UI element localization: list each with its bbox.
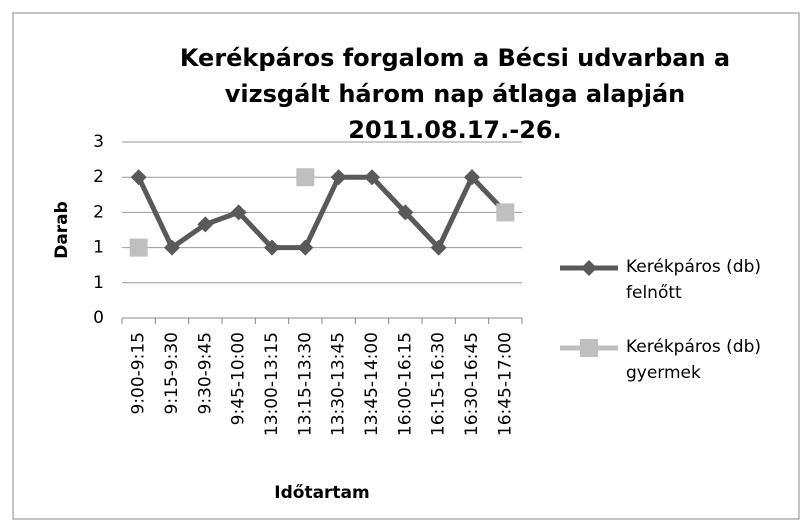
x-tick-label: 9:45-10:00 [229,332,249,425]
point [364,169,380,186]
legend-label: Kerékpáros (db) felnőtt [626,257,762,303]
point [496,203,515,222]
x-tick-label: 16:00-16:15 [395,332,415,436]
x-tick-label: 9:30-9:45 [195,332,215,415]
point [129,238,148,257]
point [296,168,315,187]
y-tick-label: 2 [93,202,104,222]
x-axis-title: Időtartam [274,483,369,503]
legend-marker [580,339,598,357]
point [264,239,280,256]
x-tick-label: 13:45-14:00 [362,332,382,436]
point [297,239,314,256]
y-axis-title: Darab [52,201,72,259]
legend-marker [581,260,597,276]
chart-frame [12,12,800,520]
x-tick-label: 13:30-13:45 [329,332,349,436]
legend-label: Kerékpáros (db) gyermek [626,337,762,383]
x-tick-label: 16:15-16:30 [429,332,449,436]
y-tick-label: 1 [93,273,104,293]
chart-title: Kerékpáros forgalom a Bécsi udvarban a v… [179,44,731,144]
point [197,216,214,233]
y-tick-label: 3 [93,132,104,152]
x-tick-label: 16:30-16:45 [462,332,482,436]
series-line [136,174,508,251]
point [164,239,180,256]
point [397,204,414,221]
y-tick-label: 2 [93,167,104,187]
y-tick-label: 0 [93,308,104,328]
point [464,169,480,186]
x-tick-label: 13:00-13:15 [262,332,282,436]
x-tick-label: 9:15-9:30 [162,332,182,415]
x-tick-label: 9:00-9:15 [129,332,149,415]
x-tick-label: 16:45-17:00 [495,332,515,436]
point [330,169,347,186]
point [230,204,247,221]
point [430,239,447,256]
y-tick-label: 1 [93,238,104,258]
point [130,169,147,186]
x-tick-label: 13:15-13:30 [295,332,315,436]
